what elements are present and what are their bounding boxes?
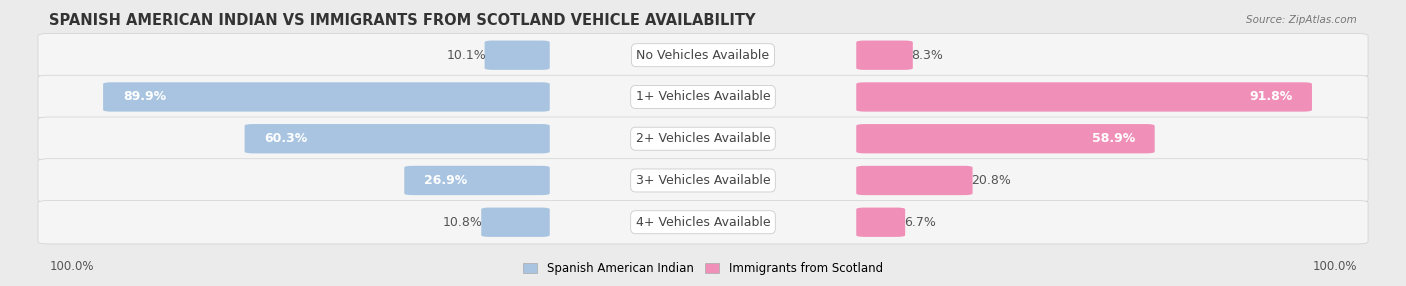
FancyBboxPatch shape	[405, 166, 550, 195]
Text: 58.9%: 58.9%	[1091, 132, 1135, 145]
FancyBboxPatch shape	[245, 124, 550, 153]
FancyBboxPatch shape	[38, 117, 1368, 160]
FancyBboxPatch shape	[481, 208, 550, 237]
Text: 10.8%: 10.8%	[443, 216, 482, 229]
FancyBboxPatch shape	[856, 41, 912, 70]
Text: 3+ Vehicles Available: 3+ Vehicles Available	[636, 174, 770, 187]
Text: 8.3%: 8.3%	[911, 49, 943, 62]
FancyBboxPatch shape	[856, 82, 1312, 112]
Text: 26.9%: 26.9%	[425, 174, 467, 187]
Text: 4+ Vehicles Available: 4+ Vehicles Available	[636, 216, 770, 229]
FancyBboxPatch shape	[38, 75, 1368, 119]
FancyBboxPatch shape	[856, 166, 973, 195]
Text: 2+ Vehicles Available: 2+ Vehicles Available	[636, 132, 770, 145]
Text: 1+ Vehicles Available: 1+ Vehicles Available	[636, 90, 770, 104]
FancyBboxPatch shape	[856, 124, 1154, 153]
FancyBboxPatch shape	[103, 82, 550, 112]
Text: 10.1%: 10.1%	[446, 49, 486, 62]
Text: No Vehicles Available: No Vehicles Available	[637, 49, 769, 62]
FancyBboxPatch shape	[38, 200, 1368, 244]
Text: 6.7%: 6.7%	[904, 216, 935, 229]
Text: SPANISH AMERICAN INDIAN VS IMMIGRANTS FROM SCOTLAND VEHICLE AVAILABILITY: SPANISH AMERICAN INDIAN VS IMMIGRANTS FR…	[49, 13, 755, 27]
Text: Source: ZipAtlas.com: Source: ZipAtlas.com	[1246, 15, 1357, 25]
Text: 91.8%: 91.8%	[1249, 90, 1292, 104]
Text: 100.0%: 100.0%	[49, 260, 94, 273]
FancyBboxPatch shape	[38, 33, 1368, 77]
Text: 100.0%: 100.0%	[1312, 260, 1357, 273]
Legend: Spanish American Indian, Immigrants from Scotland: Spanish American Indian, Immigrants from…	[519, 258, 887, 280]
FancyBboxPatch shape	[485, 41, 550, 70]
Text: 60.3%: 60.3%	[264, 132, 308, 145]
Text: 89.9%: 89.9%	[122, 90, 166, 104]
Text: 20.8%: 20.8%	[972, 174, 1011, 187]
FancyBboxPatch shape	[856, 208, 905, 237]
FancyBboxPatch shape	[38, 159, 1368, 202]
